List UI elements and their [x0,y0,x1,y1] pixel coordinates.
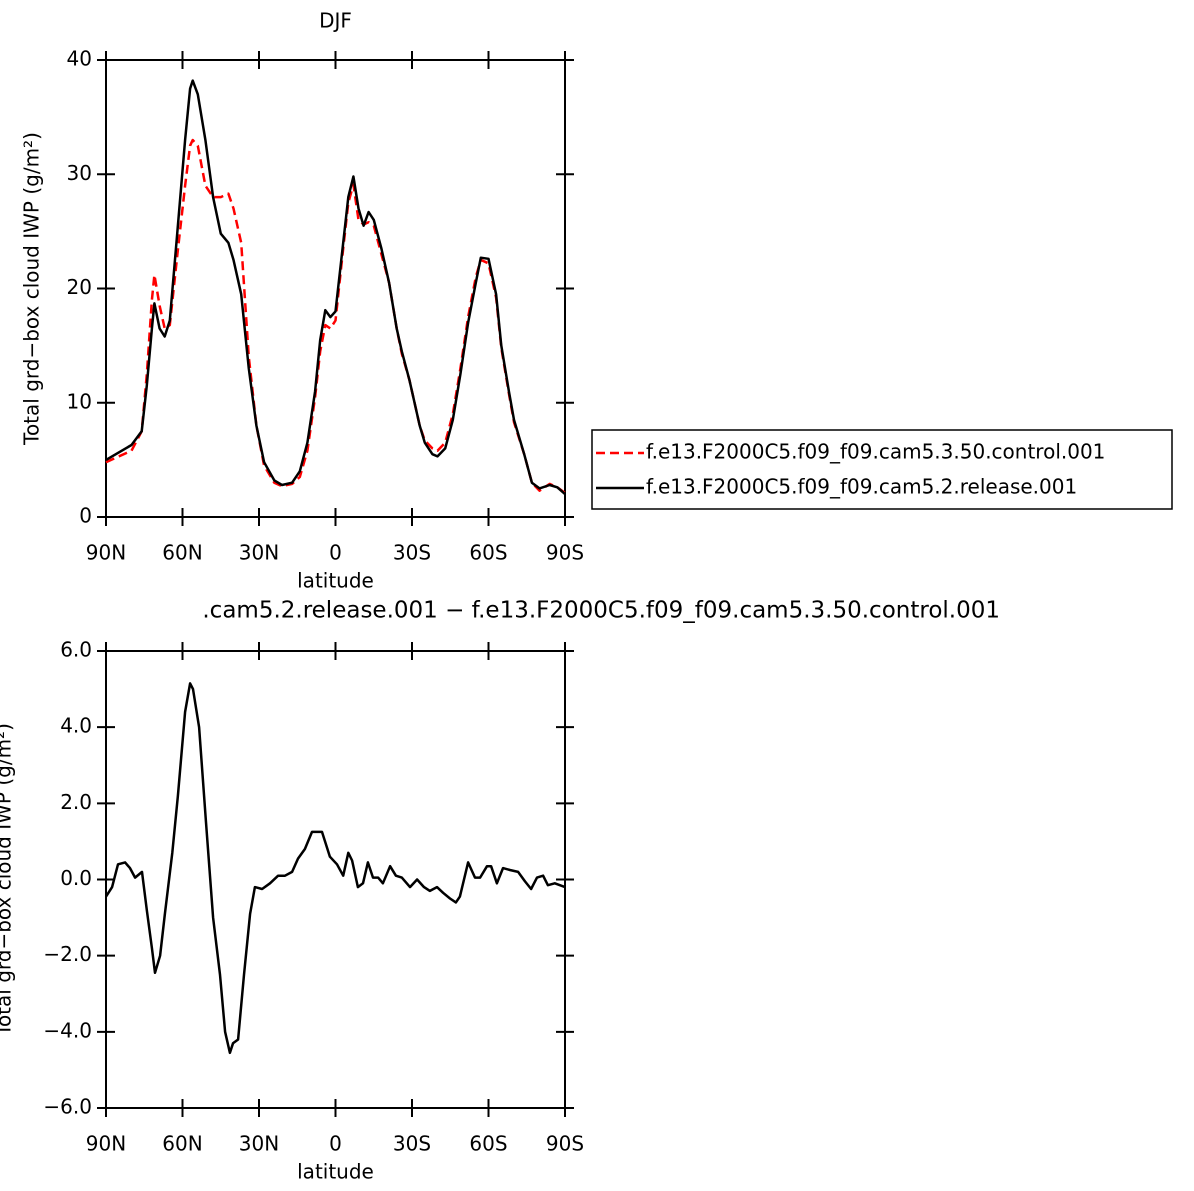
y-tick-label: 2.0 [60,790,92,814]
x-tick-label: 30S [393,1132,431,1156]
y-tick-label: 0.0 [60,866,92,890]
x-tick-label: 0 [329,1132,342,1156]
legend-box [591,429,1173,510]
data-line [104,682,566,1055]
x-tick-label: 0 [329,541,342,565]
y-axis-label: Total grd−box cloud IWP (g/m²) [20,132,44,446]
legend-label: f.e13.F2000C5.f09_f09.cam5.3.50.control.… [646,440,1105,464]
x-tick-label: 60S [469,541,507,565]
y-tick-label: 6.0 [60,638,92,662]
x-tick-label: 90S [546,541,584,565]
chart-title: DJF [319,9,352,33]
x-axis-label: latitude [297,569,374,593]
x-axis-label: latitude [297,1160,374,1184]
x-tick-label: 90S [546,1132,584,1156]
data-line [105,79,566,496]
y-tick-label: 30 [67,161,92,185]
y-tick-label: 40 [67,47,92,71]
y-tick-label: −6.0 [43,1095,92,1119]
x-tick-label: 30N [239,1132,279,1156]
y-axis-label: Total grd−box cloud IWP (g/m²) [0,723,16,1037]
y-tick-label: 20 [67,275,92,299]
y-tick-label: 10 [67,389,92,413]
y-tick-label: −2.0 [43,942,92,966]
x-tick-label: 60N [162,1132,202,1156]
x-tick-label: 30S [393,541,431,565]
legend-label: f.e13.F2000C5.f09_f09.cam5.2.release.001 [646,475,1077,499]
data-line [105,138,566,495]
y-tick-label: 0 [79,504,92,528]
x-tick-label: 90N [86,1132,126,1156]
y-tick-label: −4.0 [43,1018,92,1042]
x-tick-label: 30N [239,541,279,565]
y-tick-label: 4.0 [60,714,92,738]
x-tick-label: 60N [162,541,202,565]
x-tick-label: 90N [86,541,126,565]
x-tick-label: 60S [469,1132,507,1156]
chart-title: .cam5.2.release.001 − f.e13.F2000C5.f09_… [202,598,1000,624]
